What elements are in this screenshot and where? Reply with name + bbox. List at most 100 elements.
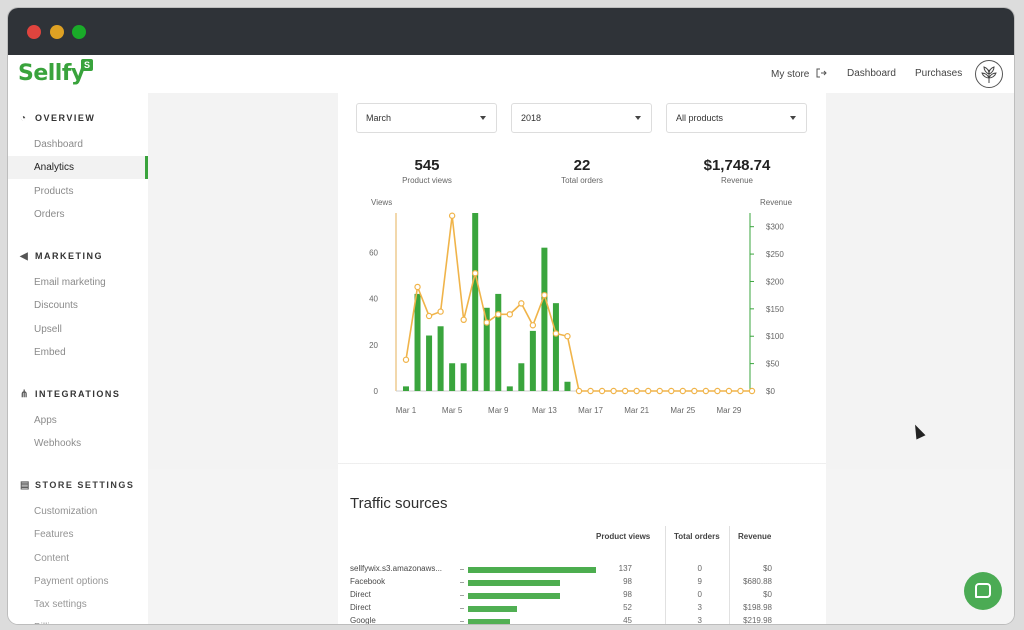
- chart-bar: [426, 335, 433, 391]
- revenue-point: [737, 387, 744, 395]
- y-right-tick-label: $0: [766, 387, 775, 396]
- sidebar-item-tax-settings[interactable]: Tax settings: [34, 599, 87, 610]
- sidebar-item-webhooks[interactable]: Webhooks: [34, 438, 82, 449]
- sidebar-item-billing[interactable]: Billing: [8, 616, 148, 624]
- y-left-tick-label: 40: [369, 295, 378, 304]
- chart-bar: [564, 381, 571, 391]
- sidebar-item-content[interactable]: Content: [34, 553, 70, 564]
- traffic-views-bar: [468, 619, 510, 624]
- chart-icon: ◔: [20, 113, 27, 124]
- revenue-point: [425, 312, 433, 320]
- sidebar-item-features[interactable]: Features: [34, 529, 74, 540]
- y-right-tick-label: $200: [766, 277, 784, 286]
- month-select-value: March: [366, 113, 392, 123]
- close-window-button[interactable]: [27, 25, 41, 39]
- x-tick-label: Mar 13: [532, 406, 557, 415]
- traffic-views-value: 45: [623, 616, 632, 624]
- revenue-point: [402, 356, 410, 363]
- stat-orders-label: Total orders: [561, 176, 603, 185]
- traffic-revenue-value: $680.88: [743, 577, 772, 586]
- revenue-point: [679, 387, 686, 395]
- revenue-line: [405, 215, 752, 392]
- chart-bar: [552, 303, 559, 391]
- section-overview: ◔ OVERVIEW: [20, 113, 95, 124]
- revenue-point: [541, 291, 548, 299]
- section-divider: [338, 463, 826, 464]
- megaphone-icon: ◀: [20, 251, 28, 262]
- stat-revenue: $1,748.74 Revenue: [667, 157, 807, 185]
- revenue-point: [437, 308, 444, 315]
- section-overview-title: OVERVIEW: [35, 113, 96, 123]
- x-tick-label: Mar 17: [578, 406, 603, 415]
- sidebar-item-discounts[interactable]: Discounts: [34, 300, 78, 311]
- sidebar-item-dashboard[interactable]: Dashboard: [34, 139, 83, 150]
- stat-views-label: Product views: [402, 176, 452, 185]
- stat-orders-value: 22: [573, 157, 591, 174]
- sidebar-item-customization[interactable]: Customization: [34, 506, 98, 517]
- chart-bar: [472, 213, 479, 391]
- revenue-point: [471, 270, 479, 277]
- traffic-row: Direct 52 3 $198.98: [338, 603, 826, 616]
- year-select[interactable]: 2018: [511, 103, 652, 133]
- bar-dash: [460, 621, 464, 622]
- traffic-views-bar: [468, 580, 560, 586]
- stat-revenue-value: $1,748.74: [703, 157, 771, 174]
- sidebar-item-embed[interactable]: Embed: [34, 347, 66, 358]
- product-select[interactable]: All products: [666, 103, 807, 133]
- traffic-sources-title: Traffic sources: [350, 495, 448, 512]
- maximize-window-button[interactable]: [72, 25, 86, 39]
- analytics-panel: March 2018 All products 545 Product view…: [338, 93, 826, 624]
- traffic-row: Direct 98 0 $0: [338, 590, 826, 603]
- revenue-point: [645, 387, 652, 395]
- chart-bar: [541, 247, 548, 391]
- y-left-tick-label: 60: [369, 248, 378, 257]
- sidebar-item-upsell[interactable]: Upsell: [34, 324, 62, 335]
- chart-bar: [449, 363, 456, 391]
- revenue-point: [668, 387, 675, 395]
- traffic-source-name: Facebook: [350, 577, 386, 586]
- revenue-point: [656, 387, 663, 395]
- column-header-views: Product views: [596, 532, 651, 541]
- traffic-revenue-value: $198.98: [743, 603, 772, 612]
- user-avatar[interactable]: [975, 60, 1003, 88]
- y-right-tick-label: $300: [766, 223, 784, 232]
- chevron-down-icon: [635, 116, 641, 120]
- traffic-views-value: 98: [623, 577, 632, 586]
- my-store-link[interactable]: My store: [771, 68, 827, 80]
- sidebar-item-products[interactable]: Products: [34, 186, 74, 197]
- sidebar-item-email-marketing[interactable]: Email marketing: [34, 277, 106, 288]
- chevron-down-icon: [790, 116, 796, 120]
- traffic-row: Facebook 98 9 $680.88: [338, 577, 826, 590]
- traffic-orders-value: 9: [697, 577, 702, 586]
- minimize-window-button[interactable]: [50, 25, 64, 39]
- revenue-point: [552, 330, 560, 337]
- sidebar-item-analytics[interactable]: Analytics: [8, 156, 148, 179]
- traffic-row: sellfywix.s3.amazonaws... 137 0 $0: [338, 564, 826, 577]
- chat-icon: [975, 583, 991, 598]
- purchases-link[interactable]: Purchases: [915, 68, 963, 79]
- sidebar-item-payment-options[interactable]: Payment options: [34, 576, 109, 587]
- y-right-tick-label: $100: [766, 332, 784, 341]
- y-axis-right-label: Revenue: [760, 198, 793, 207]
- revenue-point: [587, 387, 594, 395]
- bar-dash: [460, 582, 464, 583]
- y-axis-left-label: Views: [371, 198, 392, 207]
- revenue-point: [529, 322, 537, 329]
- month-select[interactable]: March: [356, 103, 497, 133]
- chart-bar: [414, 293, 421, 391]
- sellfy-logo[interactable]: Sellfy: [18, 61, 85, 86]
- chart-bar: [483, 307, 490, 391]
- dashboard-link[interactable]: Dashboard: [847, 68, 896, 79]
- traffic-orders-value: 3: [697, 603, 702, 612]
- browser-window: Sellfy S My store Dashboard Purchases ◔ O…: [8, 8, 1014, 624]
- sidebar-item-apps[interactable]: Apps: [34, 415, 57, 426]
- traffic-source-name: Google: [350, 616, 376, 624]
- revenue-point: [564, 333, 571, 340]
- column-divider: [729, 526, 730, 624]
- chat-button[interactable]: [964, 572, 1002, 610]
- product-select-value: All products: [676, 113, 724, 123]
- stat-total-orders: 22 Total orders: [512, 157, 652, 185]
- chart-bar: [403, 386, 409, 391]
- store-icon: ▤: [20, 480, 30, 491]
- sidebar-item-orders[interactable]: Orders: [34, 209, 65, 220]
